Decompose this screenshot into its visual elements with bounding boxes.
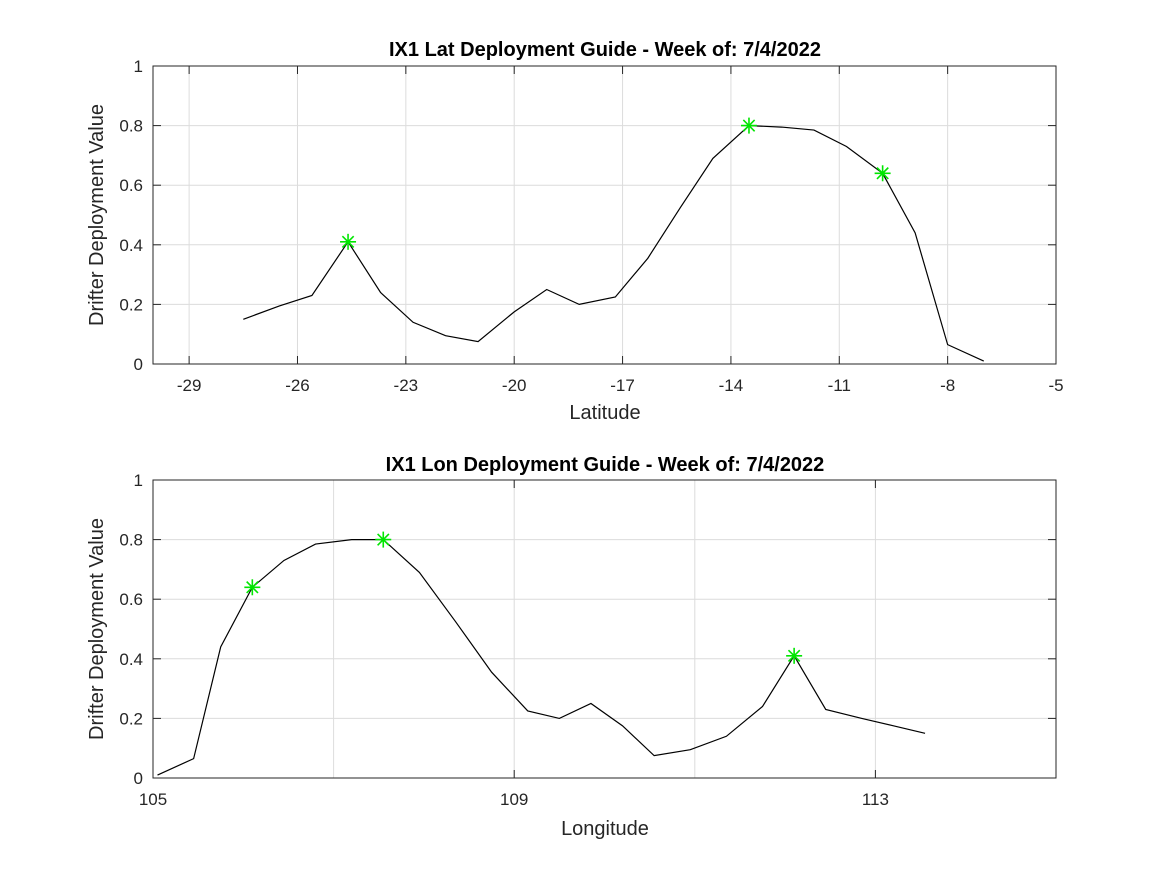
lat-chart-y-axis-label: Drifter Deployment Value (86, 104, 108, 326)
lon-chart-axes-box (152, 479, 1057, 779)
lon-chart-y-axis-label: Drifter Deployment Value (86, 518, 108, 740)
lat-chart-highlight-marker (740, 117, 757, 134)
lon-chart-y-tick-label: 0.2 (119, 709, 143, 728)
lon-chart-title: IX1 Lon Deployment Guide - Week of: 7/4/… (386, 454, 825, 476)
lon-chart-axes: 105 109 113 0 0.2 0.4 0.6 0.8 1 (119, 471, 1057, 809)
lon-chart-y-tick-label: 0 (134, 769, 143, 788)
lat-chart-axes-box (152, 65, 1057, 365)
lon-chart-x-tick-label: 105 (139, 790, 167, 809)
lat-chart-highlight-marker (340, 233, 357, 250)
lat-chart-x-tick-label: -11 (828, 376, 851, 395)
lat-chart-y-tick-label: 0.8 (119, 117, 143, 136)
lat-chart-x-tick-label: -23 (394, 376, 419, 395)
lat-chart: IX1 Lat Deployment Guide - Week of: 7/4/… (86, 39, 1064, 424)
lat-chart-y-tick-label: 0.2 (119, 295, 143, 314)
lon-chart-markers (244, 531, 803, 664)
lat-chart-y-tick-label: 0.4 (119, 236, 143, 255)
lat-chart-markers (340, 117, 891, 250)
lat-chart-x-tick-label: -20 (502, 376, 527, 395)
lon-chart-y-tick-label: 1 (134, 471, 143, 490)
lon-chart-highlight-marker (244, 579, 261, 596)
lon-chart-x-axis-label: Longitude (561, 818, 649, 840)
lat-chart-x-axis-label: Latitude (569, 402, 640, 424)
lat-chart-axes: -29 -26 -23 -20 -17 -14 -11 -8 -5 0 0.2 0.4 0.6 0.8 1 (119, 57, 1063, 395)
lat-chart-x-tick-label: -8 (940, 376, 955, 395)
lat-chart-series-line (243, 124, 985, 362)
lon-chart-highlight-marker (375, 531, 392, 548)
lon-chart-x-tick-label: 109 (500, 790, 528, 809)
lon-chart-x-tick-label: 113 (862, 790, 889, 809)
lon-chart: IX1 Lon Deployment Guide - Week of: 7/4/… (86, 454, 1057, 840)
lon-chart-series (157, 538, 926, 776)
lat-chart-y-tick-label: 1 (134, 57, 143, 76)
lat-chart-y-tick-label: 0 (134, 355, 143, 374)
lat-chart-y-tick-label: 0.6 (119, 176, 143, 195)
lat-chart-title: IX1 Lat Deployment Guide - Week of: 7/4/… (389, 39, 821, 61)
lat-chart-x-tick-label: -26 (285, 376, 310, 395)
lon-chart-y-tick-label: 0.8 (119, 531, 143, 550)
lon-chart-highlight-marker (786, 647, 803, 664)
lat-chart-x-tick-label: -29 (177, 376, 202, 395)
lat-chart-series (243, 124, 985, 362)
lat-chart-grid (153, 66, 1056, 364)
lon-chart-y-tick-label: 0.4 (119, 650, 143, 669)
lat-chart-x-tick-label: -17 (610, 376, 635, 395)
lat-chart-x-tick-label: -5 (1048, 376, 1063, 395)
lat-chart-x-tick-label: -14 (719, 376, 744, 395)
lon-chart-grid (153, 480, 1056, 778)
lon-chart-series-line (157, 538, 926, 776)
lon-chart-y-tick-label: 0.6 (119, 590, 143, 609)
lat-chart-highlight-marker (874, 165, 891, 182)
